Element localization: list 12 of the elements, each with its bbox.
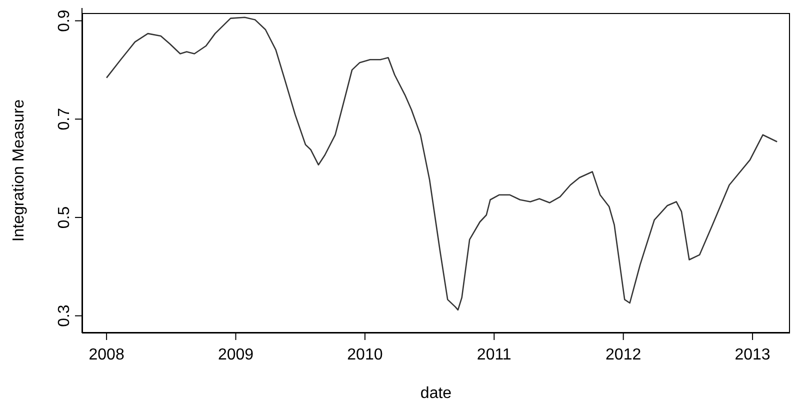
y-tick-label: 0.7 xyxy=(56,108,73,130)
y-axis-title: Integration Measure xyxy=(10,99,28,242)
x-tick-label: 2008 xyxy=(88,346,124,364)
y-tick-label: 0.9 xyxy=(56,10,73,32)
x-tick-label: 2009 xyxy=(218,346,254,364)
x-tick-label: 2013 xyxy=(734,346,770,364)
x-tick-label: 2010 xyxy=(347,346,383,364)
x-tick-label: 2011 xyxy=(476,346,512,364)
x-tick-label: 2012 xyxy=(606,346,642,364)
x-axis-title: date xyxy=(420,385,452,402)
y-tick-label: 0.3 xyxy=(56,304,73,327)
y-tick-label: 0.5 xyxy=(56,206,73,229)
